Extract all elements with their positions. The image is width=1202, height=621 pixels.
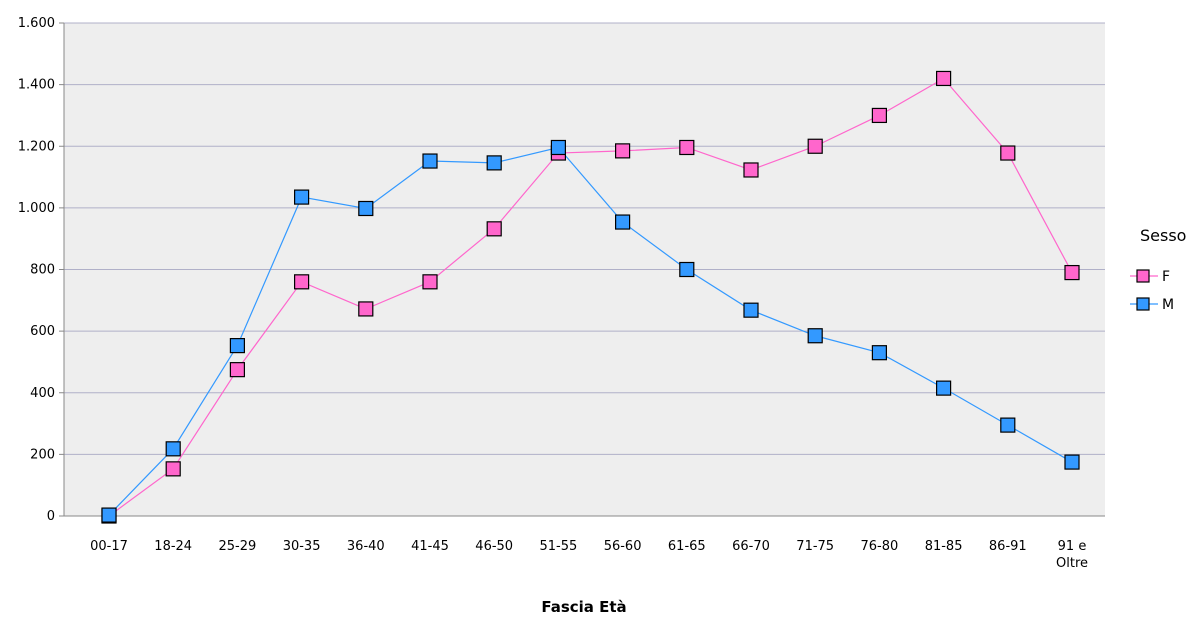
y-tick-labels: 0 200 400 600 800 1.000 1.200 1.400 1.600 xyxy=(18,16,55,524)
x-tick-label: 25-29 xyxy=(219,539,257,554)
data-point-F xyxy=(229,362,245,378)
y-tick-label: 0 xyxy=(47,509,55,524)
data-point-F xyxy=(1000,145,1016,161)
legend-items: FM xyxy=(1130,269,1174,313)
data-point-M xyxy=(614,214,631,230)
data-point-F xyxy=(486,221,502,237)
x-tick-label: 18-24 xyxy=(154,539,192,554)
data-point-F xyxy=(165,461,181,477)
legend-item-F: F xyxy=(1130,269,1170,285)
data-point-F xyxy=(294,274,310,290)
data-point-M xyxy=(229,338,245,354)
y-tick-label: 600 xyxy=(30,324,55,339)
data-point-M xyxy=(550,139,567,156)
data-point-F xyxy=(935,70,952,87)
x-tick-label: 56-60 xyxy=(604,539,642,554)
data-point-M xyxy=(358,200,374,217)
y-tick-label: 1.600 xyxy=(18,16,55,31)
data-point-F xyxy=(743,162,759,178)
data-point-F xyxy=(614,143,631,159)
legend-item-M: M xyxy=(1130,297,1174,313)
x-tick-label: 81-85 xyxy=(925,539,963,554)
data-point-M xyxy=(807,328,823,344)
series-line-M xyxy=(108,146,1073,516)
series-markers xyxy=(101,70,1080,524)
data-point-M xyxy=(101,507,117,523)
data-point-F xyxy=(871,107,888,124)
x-tick-label: 30-35 xyxy=(283,539,321,554)
data-point-F xyxy=(679,139,695,156)
y-tick-label: 1.000 xyxy=(18,201,55,216)
y-tick-label: 200 xyxy=(30,447,55,462)
x-tick-label: 66-70 xyxy=(732,539,770,554)
legend-swatch xyxy=(1136,297,1150,311)
legend: Sesso FM xyxy=(1130,226,1186,313)
data-point-M xyxy=(486,155,502,171)
x-tick-label: 76-80 xyxy=(861,539,899,554)
data-point-M xyxy=(165,441,181,457)
data-point-M xyxy=(871,345,888,361)
data-point-F xyxy=(807,138,823,154)
x-tick-label: 61-65 xyxy=(668,539,706,554)
legend-swatch xyxy=(1136,269,1150,283)
x-tick-labels: 00-17 18-24 25-29 30-35 36-40 41-45 46-50 51-55… xyxy=(90,539,1088,571)
y-tick-label: 800 xyxy=(30,263,55,278)
x-tick-label: 36-40 xyxy=(347,539,385,554)
x-tick-label: 41-45 xyxy=(411,539,449,554)
legend-label: F xyxy=(1162,269,1170,285)
legend-title: Sesso xyxy=(1140,226,1186,245)
x-tick-label: 51-55 xyxy=(540,539,578,554)
data-point-M xyxy=(294,189,310,205)
data-point-F xyxy=(422,274,438,290)
data-point-M xyxy=(422,153,438,169)
y-tick-label: 1.200 xyxy=(18,139,55,154)
x-tick-label: 46-50 xyxy=(475,539,513,554)
data-point-F xyxy=(1064,264,1080,281)
x-axis-label: Fascia Età xyxy=(541,598,626,616)
data-point-F xyxy=(358,301,374,317)
series-line-F xyxy=(108,77,1073,517)
x-tick-label: 91 e Oltre xyxy=(1056,539,1088,571)
legend-label: M xyxy=(1162,297,1174,313)
gridlines xyxy=(59,22,1105,517)
x-tick-label: 00-17 xyxy=(90,539,128,554)
data-point-M xyxy=(743,302,759,318)
x-tick-label: 86-91 xyxy=(989,539,1027,554)
data-point-M xyxy=(935,380,952,396)
x-tick-label: 71-75 xyxy=(796,539,834,554)
data-point-M xyxy=(1064,454,1080,470)
y-tick-label: 400 xyxy=(30,386,55,401)
data-point-M xyxy=(1000,417,1016,433)
series-lines xyxy=(108,77,1073,517)
y-tick-label: 1.400 xyxy=(18,78,55,93)
data-point-M xyxy=(679,261,695,278)
